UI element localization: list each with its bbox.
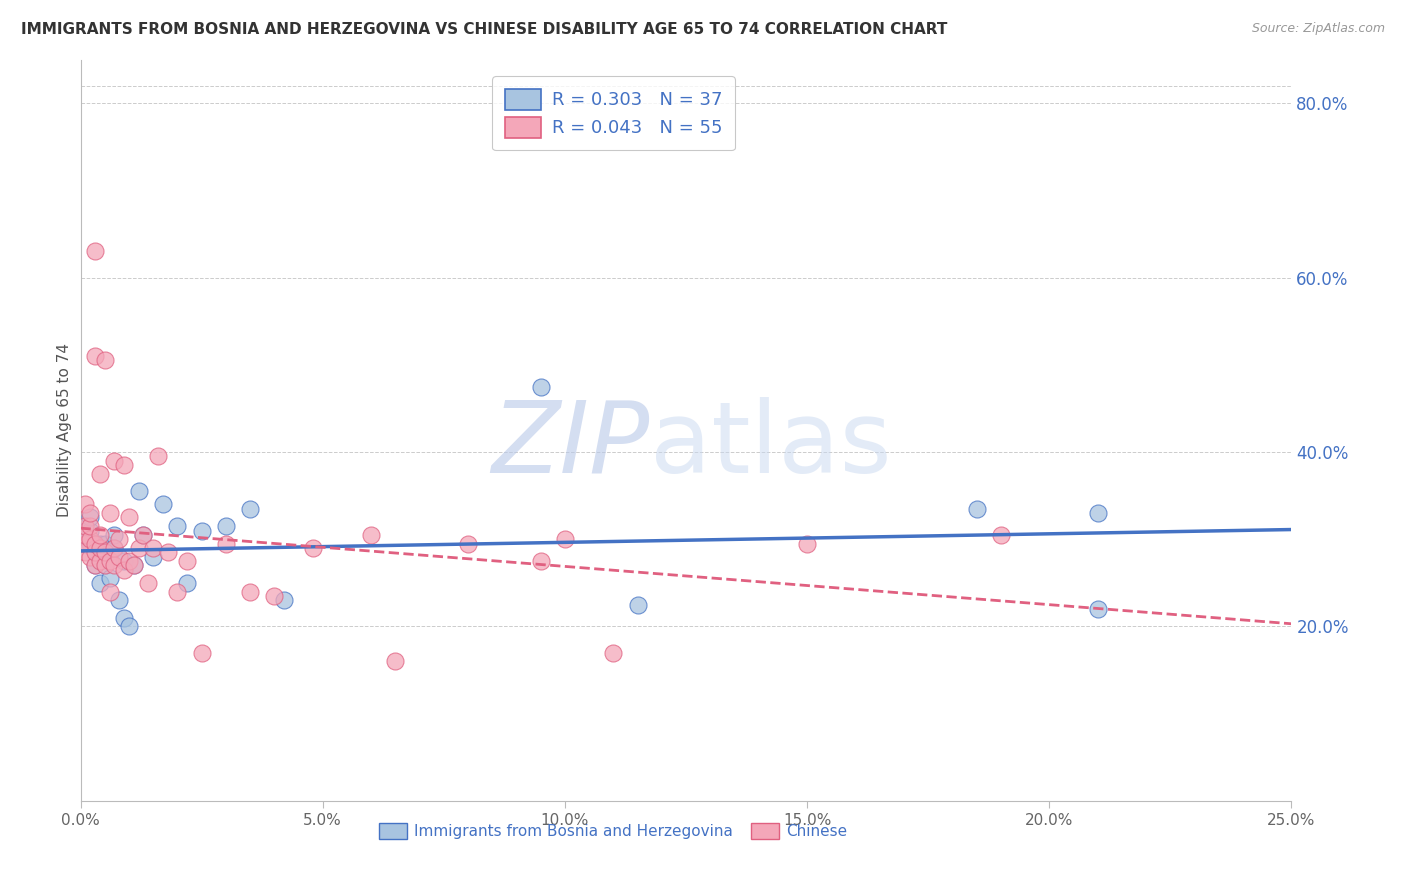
Point (103, 454, 125, 468)
Point (75, 536, 97, 550)
Point (112, 611, 135, 625)
Point (122, 558, 145, 573)
Point (1087, 506, 1109, 520)
Text: IMMIGRANTS FROM BOSNIA AND HERZEGOVINA VS CHINESE DISABILITY AGE 65 TO 74 CORREL: IMMIGRANTS FROM BOSNIA AND HERZEGOVINA V… (21, 22, 948, 37)
Point (554, 533, 576, 547)
Point (796, 536, 818, 550)
Point (98, 554, 121, 568)
Point (142, 541, 165, 555)
Point (118, 554, 141, 568)
Point (79, 536, 101, 550)
Point (152, 497, 174, 511)
Point (190, 524, 212, 538)
Point (79, 510, 101, 524)
Point (128, 484, 150, 499)
Point (156, 545, 179, 559)
Point (142, 549, 165, 564)
Point (75, 528, 97, 542)
Point (530, 379, 553, 393)
Point (75, 519, 97, 533)
Point (176, 575, 198, 590)
Point (93, 558, 115, 573)
Point (89, 536, 111, 550)
Point (75, 545, 97, 559)
Point (84, 545, 107, 559)
Point (239, 501, 262, 516)
Point (103, 558, 125, 573)
Point (103, 541, 125, 555)
Point (215, 536, 238, 550)
Point (93, 353, 115, 368)
Point (146, 450, 169, 464)
Point (108, 533, 131, 547)
Point (118, 510, 141, 524)
Point (84, 558, 107, 573)
Legend: Immigrants from Bosnia and Herzegovina, Chinese: Immigrants from Bosnia and Herzegovina, … (373, 817, 853, 845)
Point (89, 541, 111, 555)
Point (75, 497, 97, 511)
Point (98, 584, 121, 599)
Point (132, 528, 155, 542)
Point (215, 519, 238, 533)
Point (990, 528, 1012, 542)
Point (302, 541, 325, 555)
Point (89, 554, 111, 568)
Point (273, 593, 295, 607)
Point (98, 506, 121, 520)
Point (602, 646, 624, 660)
Point (84, 349, 107, 363)
Point (75, 536, 97, 550)
Point (136, 575, 159, 590)
Point (89, 467, 111, 481)
Point (1087, 602, 1109, 616)
Point (239, 584, 262, 599)
Point (84, 536, 107, 550)
Point (966, 501, 988, 516)
Point (79, 533, 101, 547)
Point (79, 549, 101, 564)
Point (128, 541, 150, 555)
Point (112, 458, 135, 472)
Point (112, 563, 135, 577)
Point (79, 519, 101, 533)
Point (626, 598, 648, 612)
Text: ZIP: ZIP (492, 397, 650, 493)
Point (530, 554, 553, 568)
Point (93, 558, 115, 573)
Point (122, 558, 145, 573)
Point (457, 536, 479, 550)
Point (93, 545, 115, 559)
Point (103, 541, 125, 555)
Point (360, 528, 382, 542)
Point (166, 519, 188, 533)
Point (89, 528, 111, 542)
Point (103, 528, 125, 542)
Point (132, 528, 155, 542)
Point (190, 646, 212, 660)
Point (166, 584, 188, 599)
Point (98, 545, 121, 559)
Text: atlas: atlas (650, 397, 891, 493)
Point (108, 549, 131, 564)
Text: Source: ZipAtlas.com: Source: ZipAtlas.com (1251, 22, 1385, 36)
Point (84, 536, 107, 550)
Point (108, 593, 131, 607)
Y-axis label: Disability Age 65 to 74: Disability Age 65 to 74 (58, 343, 72, 517)
Point (384, 654, 406, 668)
Point (93, 536, 115, 550)
Point (112, 554, 135, 568)
Point (118, 619, 141, 633)
Point (84, 545, 107, 559)
Point (89, 575, 111, 590)
Point (79, 524, 101, 538)
Point (98, 572, 121, 586)
Point (263, 589, 285, 603)
Point (75, 524, 97, 538)
Point (176, 554, 198, 568)
Point (79, 506, 101, 520)
Point (93, 545, 115, 559)
Point (84, 558, 107, 573)
Point (84, 244, 107, 259)
